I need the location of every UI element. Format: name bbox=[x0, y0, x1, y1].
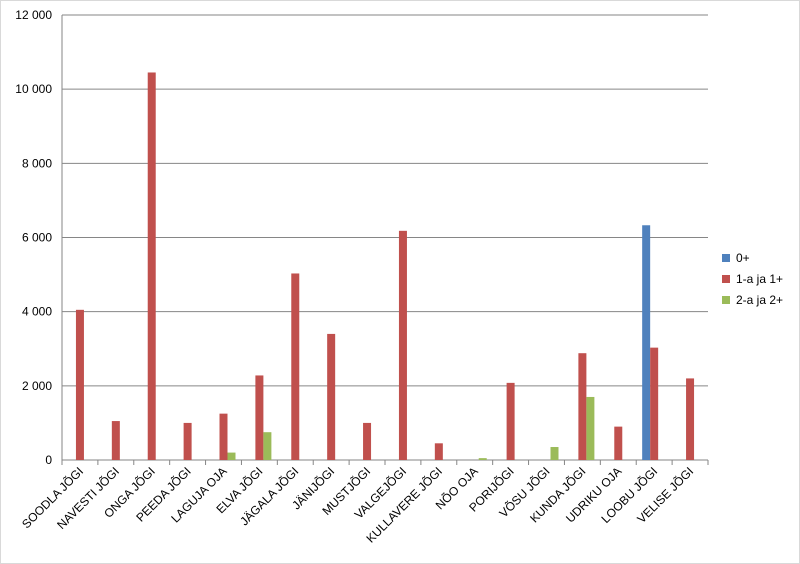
legend-swatch bbox=[722, 275, 730, 283]
legend-label: 0+ bbox=[736, 251, 750, 265]
legend-swatch bbox=[722, 254, 730, 262]
y-tick-label: 8 000 bbox=[22, 156, 52, 170]
bar bbox=[614, 426, 623, 460]
bar bbox=[147, 72, 156, 461]
legend-label: 2-a ja 2+ bbox=[736, 293, 783, 307]
bar bbox=[506, 382, 515, 460]
bar bbox=[227, 452, 236, 460]
bar bbox=[291, 273, 300, 460]
legend-label: 1-a ja 1+ bbox=[736, 272, 783, 286]
bar bbox=[111, 421, 120, 460]
bar bbox=[75, 309, 84, 460]
bar bbox=[327, 333, 336, 460]
y-tick-label: 2 000 bbox=[22, 379, 52, 393]
bar bbox=[642, 225, 651, 460]
legend-swatch bbox=[722, 296, 730, 304]
bar bbox=[586, 396, 595, 460]
y-tick-label: 6 000 bbox=[22, 231, 52, 245]
y-tick-label: 4 000 bbox=[22, 305, 52, 319]
bar bbox=[686, 378, 695, 460]
bar bbox=[219, 413, 228, 460]
bar bbox=[434, 443, 443, 460]
bar bbox=[398, 230, 407, 460]
bar bbox=[550, 447, 559, 460]
bar bbox=[255, 375, 264, 460]
bar bbox=[363, 422, 372, 460]
y-tick-label: 10 000 bbox=[15, 82, 52, 96]
bar bbox=[650, 347, 659, 460]
bar bbox=[578, 353, 587, 460]
y-tick-label: 0 bbox=[45, 453, 52, 467]
bar bbox=[263, 432, 272, 460]
bar bbox=[183, 422, 192, 460]
y-tick-label: 12 000 bbox=[15, 8, 52, 22]
bar bbox=[478, 458, 487, 460]
